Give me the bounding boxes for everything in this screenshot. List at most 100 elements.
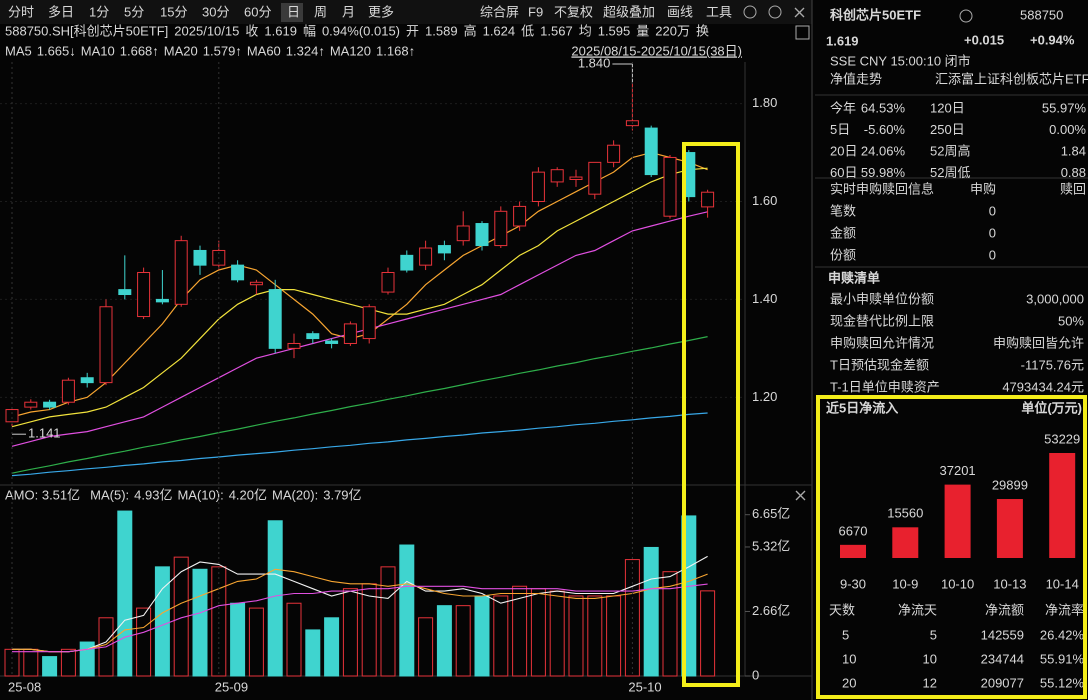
toolbar-button[interactable]: 综合屏 [480,4,519,19]
info-icon[interactable] [959,9,973,23]
legend-value: 3.79亿 [323,487,361,502]
toolbar-button[interactable]: F9 [528,4,543,19]
legend-name: MA60 [247,43,281,58]
candle-body [663,156,677,217]
candle-body [43,401,57,408]
volume-bar [399,544,415,677]
candle-body [701,191,715,208]
date: 2025/10/15 [174,23,239,38]
legend-name: MA(5): [90,487,129,502]
panel-tab[interactable]: 净值走势 [830,71,882,86]
field-label: 低 [521,23,534,38]
market-status: SSE CNY 15:00:10 闭市 [830,53,971,68]
toolbar-button[interactable]: 不复权 [554,4,593,19]
section-title: 实时申购赎回信息 [830,181,934,196]
stat-value: 0.00% [1049,122,1086,137]
content: 分时 多日 1分 5分 15分 30分 60分 日周月更多 综合屏 F9 不复权 超级叠加 画线 工具 58… [0,4,1088,694]
row-value: 0 [989,247,996,262]
candle-body [268,289,282,349]
volume-bar [136,607,152,677]
stat-value: 24.06% [861,143,906,158]
field-label: 收 [245,23,258,38]
max-annotation: 1.840 [578,55,611,70]
volume-ma-line [12,568,708,653]
toolbar-button[interactable]: 周 [314,4,327,19]
candle-body [306,333,320,340]
toolbar-button[interactable]: 多日 [48,4,74,19]
x-tick-label: 10-9 [892,576,918,591]
inflow-bar [892,527,919,558]
toolbar-button[interactable]: 1分 [89,4,109,19]
info-icon[interactable] [768,5,782,19]
toolbar-button[interactable]: 30分 [202,4,229,19]
volume-bar [418,617,434,677]
table-header: 净流额 [985,602,1024,617]
volume-bar [211,566,227,677]
inflow-bar [840,544,866,558]
candle-body [249,281,263,286]
highlight-frame [682,142,740,687]
candle-body [588,161,602,195]
close-icon[interactable] [795,490,806,501]
legend-value: 1.579↑ [203,43,242,58]
stat-label: 20日 [830,143,857,158]
x-tick-label: 25-09 [215,679,248,694]
row-label: 现金替代比例上限 [830,313,934,328]
panel-tab[interactable]: 汇添富上证科创板芯片ETF [935,71,1088,86]
volume-bar [79,641,95,677]
stat-label: 52周低 [930,165,970,180]
x-tick-label: 25-10 [628,679,661,694]
last-price: 1.619 [826,33,859,48]
volume-bar [643,546,659,677]
legend-name: MA(10): [177,487,223,502]
volume-bar [662,571,678,677]
field-label: 高 [464,23,477,38]
toolbar-button[interactable]: 分时 [8,4,34,19]
table-cell: 10 [923,651,937,666]
stat-label: 5日 [830,122,850,137]
candle-body [569,176,583,180]
stat-label: 60日 [830,165,857,180]
settings-icon[interactable] [743,5,757,19]
stat-label: 250日 [930,122,965,137]
candle-body [155,298,169,303]
toolbar-button[interactable]: 5分 [124,4,144,19]
volume-ma-line [12,583,708,653]
legend-name: MA20 [164,43,198,58]
row-label: 份额 [830,247,856,262]
legend-value: 4.93亿 [134,487,172,502]
field-label: 量 [636,23,649,38]
security-code: 588750 [1020,7,1063,22]
y-tick-label: 2.66亿 [752,603,790,618]
volume-bar [700,590,716,677]
highlight-frame [816,395,1087,699]
ma-line [11,211,708,447]
volume-bar [568,595,584,677]
stat-value: -5.60% [864,122,906,137]
toolbar-button[interactable]: 15分 [160,4,187,19]
volume-bar [474,595,490,677]
toolbar-button[interactable]: 60分 [244,4,271,19]
toolbar-button[interactable]: 月 [342,4,355,19]
toolbar-button[interactable]: 画线 [667,4,693,19]
column-header: 申购 [970,181,996,196]
row-value: 申购赎回皆允许 [993,335,1084,350]
stat-value: 55.97% [1042,100,1087,115]
toolbar-button[interactable]: 更多 [368,4,394,19]
volume-bar [305,629,321,677]
wp-icon[interactable] [795,25,810,40]
table-cell: 142559 [981,627,1024,642]
toolbar-button[interactable]: 超级叠加 [603,4,655,19]
volume-legend: AMO: 3.51亿 [5,487,80,502]
toolbar-button[interactable]: 日 [287,4,300,19]
volume-bar [530,588,546,677]
row-value: 50% [1058,313,1084,328]
close-icon[interactable] [794,7,805,18]
price-change-pct: +0.94% [1030,32,1075,47]
candle-body [343,323,357,344]
candle-body [531,171,545,203]
toolbar-button[interactable]: 工具 [706,4,732,19]
table-cell: 234744 [981,651,1024,666]
candle-body [456,225,470,242]
